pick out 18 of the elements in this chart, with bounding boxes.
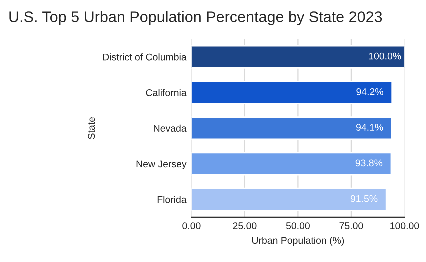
y-tick-label: New Jersey (136, 160, 187, 170)
x-axis-title: Urban Population (%) (252, 236, 344, 246)
data-label: 100.0% (369, 52, 402, 60)
data-label: 94.1% (356, 124, 384, 131)
x-tick-label: 0.00 (182, 222, 201, 230)
data-label: 91.5% (350, 195, 378, 202)
chart-title: U.S. Top 5 Urban Population Percentage by State 2023 (10, 11, 382, 26)
y-tick-label: Nevada (154, 124, 187, 132)
y-tick-label: Florida (158, 196, 187, 204)
y-tick-label: District of Columbia (103, 54, 187, 61)
x-tick-label: 25.00 (233, 222, 257, 230)
x-tick-label: 50.00 (286, 222, 310, 230)
data-label: 93.8% (356, 160, 383, 167)
x-tick-label: 75.00 (340, 222, 364, 230)
data-label: 94.2% (356, 88, 384, 96)
x-tick-label: 100.00 (390, 222, 420, 230)
y-tick-label: California (146, 89, 187, 96)
y-axis-title: State (88, 117, 96, 140)
